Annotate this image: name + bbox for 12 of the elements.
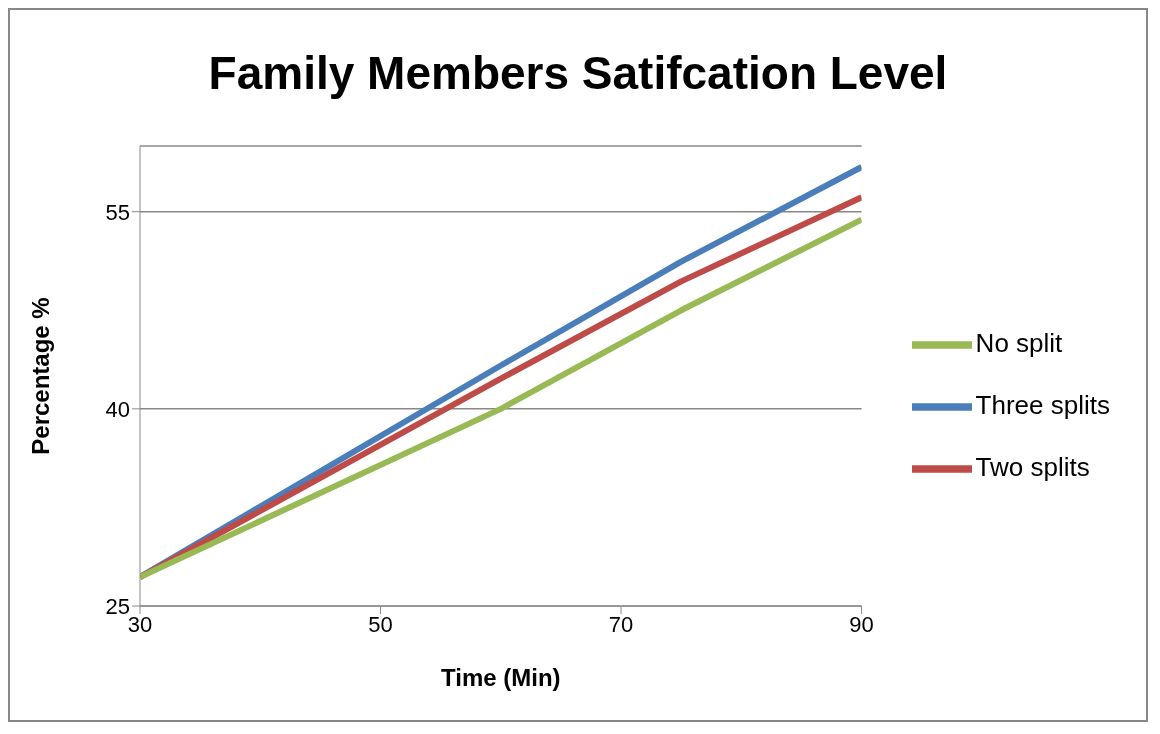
y-axis-title: Percentage % (26, 297, 54, 455)
legend-label: Three splits (975, 389, 1110, 420)
y-tick-label: 40 (105, 396, 130, 422)
x-tick-label: 50 (368, 611, 393, 637)
legend-label: Two splits (975, 452, 1090, 483)
chart-title: Family Members Satifcation Level (207, 46, 949, 101)
x-axis-title: Time (Min) (441, 664, 561, 691)
y-tick-label: 55 (105, 199, 130, 225)
legend-label: No split (975, 327, 1063, 358)
x-tick-label: 70 (608, 611, 634, 637)
y-tick-label: 25 (105, 593, 130, 619)
x-tick-label: 90 (849, 611, 874, 637)
